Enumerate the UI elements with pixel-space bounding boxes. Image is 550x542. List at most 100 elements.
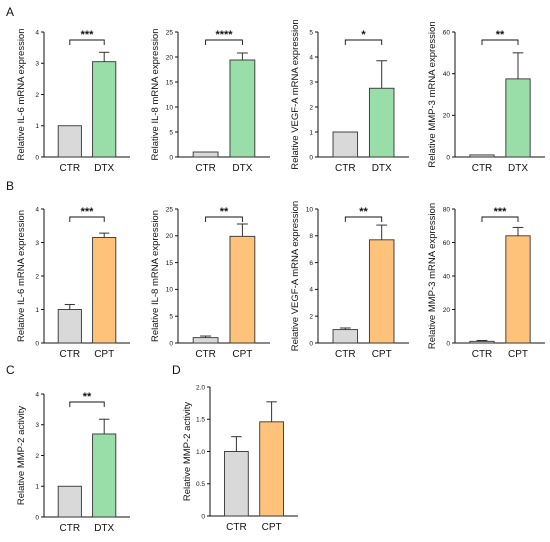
significance-label: **** [215,29,233,41]
y-tick-label: 5 [309,29,313,36]
y-tick-label: 8 [309,233,313,240]
y-tick-label: 2 [309,104,313,111]
chart-2: 0 5 10 15 20 25 Relative IL-8 mRNA expression C… [150,29,270,174]
charts-group: 0 1 2 3 4 Relative IL-6 mRNA expression CTR DTX… [16,19,545,534]
category-label: DTX [372,163,392,174]
y-tick-label: 20 [166,233,174,240]
category-label: CTR [60,163,81,174]
category-label: CTR [60,349,81,360]
category-label: CTR [472,349,493,360]
category-label: CPT [94,349,114,360]
y-tick-label: 80 [443,206,451,213]
bar [505,78,531,158]
y-tick-label: 15 [166,79,174,86]
y-tick-label: 1 [35,123,39,130]
bar [229,235,256,344]
bar [469,340,495,344]
y-tick-label: 4 [35,391,39,398]
y-tick-label: 5 [169,129,173,136]
y-tick-label: 1 [35,307,39,314]
y-tick-label: 25 [166,29,174,36]
significance-bracket [205,216,243,222]
y-tick-label: 3 [35,422,39,429]
y-tick-label: 5 [169,314,173,321]
y-tick-label: 20 [166,54,174,61]
y-tick-label: 4 [309,54,313,61]
chart-3: 0 1 2 3 4 5 Relative VEGF-A mRNA expression CTR… [290,19,409,174]
y-axis-label: Relative IL-6 mRNA expression [16,29,27,161]
bar [192,337,219,344]
category-label: CPT [508,349,528,360]
y-axis-label: Relative MMP-3 mRNA expression [427,203,438,349]
category-label: CTR [472,163,493,174]
y-tick-label: 6 [309,260,313,267]
y-tick-label: 3 [35,61,39,68]
y-tick-label: 0 [309,340,313,347]
panel-letter-d: D [172,363,181,377]
chart-9: 0 1 2 3 4 Relative MMP-2 activity CTR DTX ** [16,391,130,534]
bar [224,451,249,517]
panel-letter-b: B [6,179,14,193]
y-tick-label: 3 [309,79,313,86]
y-tick-label: 2 [35,453,39,460]
bar [259,421,284,517]
y-tick-label: 0 [35,340,39,347]
category-label: CPT [372,349,392,360]
category-label: DTX [94,163,114,174]
y-tick-label: 1.5 [196,417,205,424]
y-axis-label: Relative MMP-3 mRNA expression [427,21,438,167]
significance-bracket [481,39,519,45]
bar [57,485,82,518]
y-tick-label: 0 [35,514,39,521]
significance-label: *** [81,29,95,41]
y-tick-label: 60 [443,29,451,36]
bar [57,309,82,344]
y-tick-label: 20 [443,307,451,314]
y-tick-label: 0 [446,340,450,347]
y-axis-label: Relative IL-6 mRNA expression [16,210,27,342]
y-tick-label: 0 [201,513,205,520]
chart-5: 0 1 2 3 4 Relative IL-6 mRNA expression CTR CPT… [16,206,130,360]
y-tick-label: 40 [443,273,451,280]
y-axis-label: Relative MMP-2 activity [182,402,193,501]
category-label: DTX [94,523,114,534]
y-tick-label: 4 [35,206,39,213]
y-tick-label: 1 [35,484,39,491]
category-label: CPT [262,522,282,533]
chart-4: 0 20 40 60 Relative MMP-3 mRNA expression CTR… [427,21,545,174]
y-tick-label: 2 [35,273,39,280]
y-tick-label: 25 [166,206,174,213]
y-tick-label: 40 [443,71,451,78]
significance-bracket [481,216,519,222]
y-tick-label: 0 [169,154,173,161]
bar [469,154,495,158]
significance-label: ** [496,29,505,41]
y-tick-label: 3 [35,240,39,247]
significance-label: ** [220,206,229,218]
y-tick-label: 10 [166,104,174,111]
bar [332,131,359,158]
significance-bracket [344,216,383,222]
category-label: CTR [335,163,356,174]
bar [505,235,531,344]
category-label: CTR [195,163,216,174]
y-tick-label: 4 [35,29,39,36]
significance-bracket [69,401,105,407]
bar [229,59,256,158]
category-label: CTR [60,523,81,534]
chart-8: 0 20 40 60 80 Relative MMP-3 mRNA expression C… [427,203,545,360]
panel-letter-c: C [6,363,15,377]
significance-label: ** [83,391,92,403]
y-tick-label: 15 [166,260,174,267]
category-label: CTR [195,349,216,360]
bar [332,329,359,344]
y-tick-label: 60 [443,240,451,247]
y-tick-label: 0 [35,154,39,161]
y-tick-label: 2.0 [196,384,205,391]
y-tick-label: 1.0 [196,449,205,456]
bar [92,61,117,158]
bar [368,87,395,158]
bar [192,151,219,158]
panel-letter-a: A [6,5,14,19]
